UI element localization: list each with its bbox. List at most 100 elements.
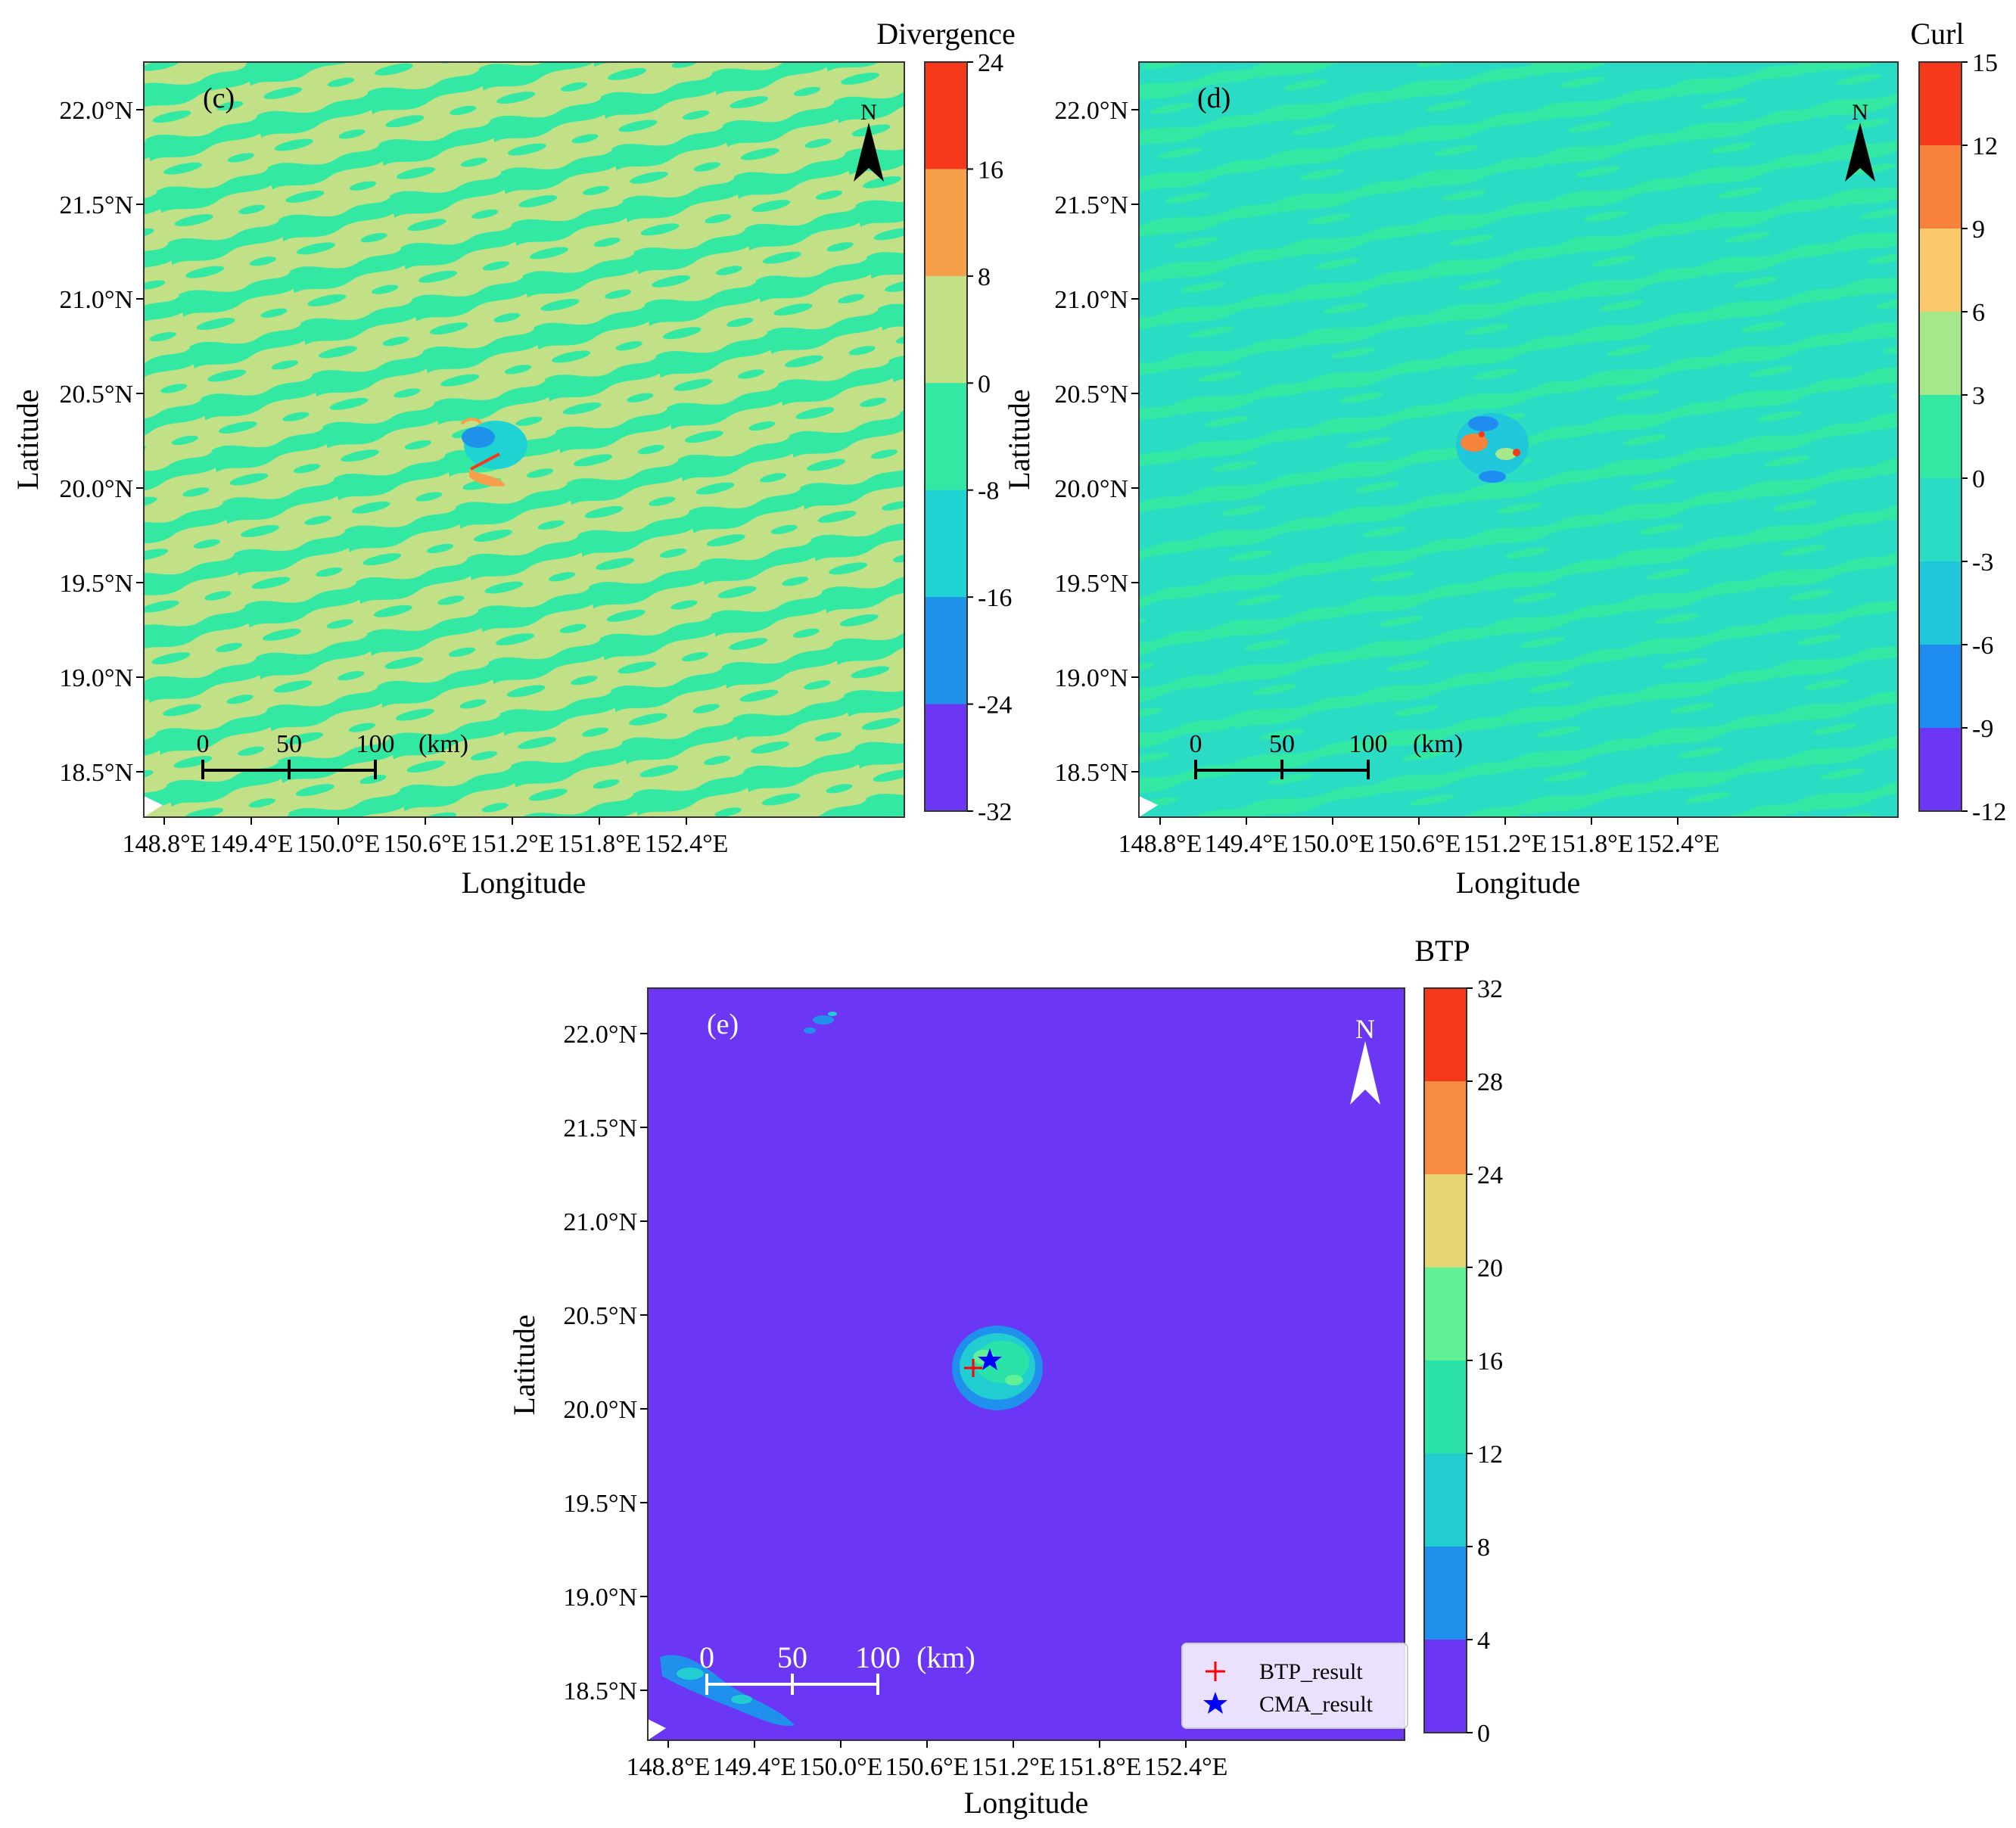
- x-tick-label: 148.8°E: [1118, 830, 1202, 858]
- svg-text:0: 0: [699, 1640, 714, 1674]
- colorbar-tick-label: 24: [978, 49, 1003, 77]
- x-tick-label: 148.8°E: [123, 830, 207, 858]
- colorbar-title-d: Curl: [1910, 17, 1964, 51]
- colorbar-tick-label: 16: [978, 156, 1003, 184]
- y-tick-label: 18.5°N: [563, 1677, 637, 1705]
- colorbar-swatch: [1424, 988, 1467, 1082]
- colorbar-tick-label: 0: [1477, 1720, 1490, 1748]
- colorbar-tick-label: 12: [1972, 132, 1998, 160]
- colorbar-swatch: [1919, 478, 1962, 562]
- colorbar-c: 24 16 8 0 -8 -16 -24 -32: [924, 49, 1012, 826]
- colorbar-title-e: BTP: [1414, 934, 1470, 968]
- colorbar-swatch: [1919, 395, 1962, 479]
- panel-e: (e) N 0 50 100 (km) BTP_result CMA: [507, 934, 1503, 1820]
- colorbar-tick-label: 0: [978, 370, 991, 398]
- xlabel-e: Longitude: [964, 1786, 1088, 1820]
- colorbar-title-c: Divergence: [876, 17, 1016, 51]
- y-tick-label: 20.0°N: [1054, 475, 1128, 503]
- colorbar-frame: [924, 61, 968, 812]
- colorbar-tick-label: -9: [1972, 715, 1993, 743]
- colorbar-swatch: [1919, 145, 1962, 229]
- svg-text:N: N: [860, 100, 877, 125]
- axes-c: 148.8°E 149.4°E 150.0°E 150.6°E 151.2°E 151.8…: [59, 97, 728, 858]
- colorbar-tick-label: -8: [978, 477, 999, 505]
- y-tick-label: 21.5°N: [563, 1115, 637, 1142]
- colorbar-swatch: [1424, 1081, 1467, 1175]
- center-feature-e: [952, 1326, 1043, 1410]
- svg-text:(km): (km): [916, 1640, 975, 1674]
- y-tick-label: 22.0°N: [563, 1021, 637, 1049]
- svg-text:100: 100: [356, 730, 395, 758]
- colorbar-swatch: [925, 383, 967, 491]
- y-tick-label: 20.5°N: [1054, 381, 1128, 409]
- colorbar-d: 15 12 9 6 3 0 -3 -6 -9 -12: [1918, 49, 2006, 826]
- colorbar-swatch: [925, 597, 967, 705]
- xlabel-d: Longitude: [1456, 866, 1580, 900]
- x-tick-label: 150.0°E: [1291, 830, 1375, 858]
- colorbar-tick-label: 24: [1477, 1161, 1503, 1189]
- colorbar-swatch: [1919, 728, 1962, 812]
- x-tick-label: 148.8°E: [627, 1753, 711, 1781]
- panel-label-e: (e): [707, 1009, 739, 1040]
- colorbar-swatch: [1424, 1547, 1467, 1640]
- y-tick-label: 22.0°N: [59, 97, 133, 125]
- y-tick-label: 19.5°N: [59, 570, 133, 598]
- y-tick-label: 19.5°N: [563, 1490, 637, 1518]
- x-tick-label: 151.8°E: [1550, 830, 1634, 858]
- svg-text:(km): (km): [418, 730, 468, 758]
- x-tick-label: 151.2°E: [972, 1753, 1056, 1781]
- legend-e: BTP_result CMA_result: [1181, 1643, 1408, 1729]
- x-tick-label: 151.8°E: [558, 830, 642, 858]
- panel-label-c: (c): [203, 82, 235, 114]
- colorbar-swatch: [1424, 1640, 1467, 1733]
- y-tick-label: 18.5°N: [1054, 759, 1128, 787]
- y-tick-label: 21.0°N: [563, 1208, 637, 1236]
- y-tick-label: 20.5°N: [563, 1302, 637, 1330]
- patches-e: [660, 1012, 837, 1726]
- colorbar-frame: [1918, 61, 1962, 812]
- colorbar-swatch: [1424, 1360, 1467, 1454]
- axes-e: 148.8°E 149.4°E 150.0°E 150.6°E 151.2°E 151.8…: [563, 1021, 1227, 1781]
- svg-text:(km): (km): [1413, 730, 1463, 758]
- y-tick-label: 19.0°N: [563, 1584, 637, 1612]
- panel-label-d: (d): [1197, 82, 1230, 114]
- x-tick-label: 150.6°E: [1377, 830, 1461, 858]
- svg-text:BTP_result: BTP_result: [1259, 1659, 1363, 1684]
- colorbar-swatch: [1919, 62, 1962, 146]
- svg-text:CMA_result: CMA_result: [1259, 1692, 1374, 1717]
- y-tick-label: 19.0°N: [59, 664, 133, 692]
- svg-text:100: 100: [855, 1640, 901, 1674]
- north-arrow-c: N: [854, 100, 884, 182]
- colorbar-swatch: [925, 62, 967, 169]
- y-tick-label: 20.0°N: [563, 1396, 637, 1424]
- scale-bar-e: 0 50 100 (km): [699, 1640, 975, 1695]
- colorbar-swatch: [925, 490, 967, 598]
- colorbar-tick-label: -3: [1972, 549, 1993, 577]
- panel-d: (d) N 0 50 100 (km) 148.8°E 149.4°E 150.0°…: [1002, 17, 2006, 900]
- colorbar-tick-label: 4: [1477, 1627, 1490, 1655]
- x-tick-label: 151.2°E: [1464, 830, 1548, 858]
- xlabel-c: Longitude: [462, 866, 586, 900]
- ylabel-d: Latitude: [1002, 389, 1036, 490]
- ylabel-e: Latitude: [507, 1314, 541, 1415]
- panel-c: (c) N 0 50 100 (km) 148.8°E 149.4°E 150.0°…: [11, 17, 1016, 900]
- colorbar-tick-label: 15: [1972, 49, 1998, 77]
- colorbar-tick-label: 8: [978, 263, 991, 291]
- colorbar-tick-label: -6: [1972, 632, 1993, 660]
- x-tick-label: 152.4°E: [1636, 830, 1720, 858]
- y-tick-label: 19.5°N: [1054, 570, 1128, 598]
- y-tick-label: 21.5°N: [1054, 191, 1128, 219]
- colorbar-tick-label: 20: [1477, 1254, 1503, 1282]
- north-arrow-d: N: [1845, 100, 1875, 182]
- ylabel-c: Latitude: [11, 389, 45, 490]
- x-tick-label: 149.4°E: [210, 830, 294, 858]
- y-tick-label: 18.5°N: [59, 759, 133, 787]
- colorbar-swatch: [925, 169, 967, 277]
- y-tick-label: 20.0°N: [59, 475, 133, 503]
- svg-text:100: 100: [1349, 730, 1388, 758]
- colorbar-swatch: [1919, 228, 1962, 312]
- colorbar-swatch: [1424, 1174, 1467, 1268]
- svg-text:0: 0: [197, 730, 210, 758]
- colorbar-tick-label: 3: [1972, 382, 1985, 410]
- x-tick-label: 151.8°E: [1058, 1753, 1142, 1781]
